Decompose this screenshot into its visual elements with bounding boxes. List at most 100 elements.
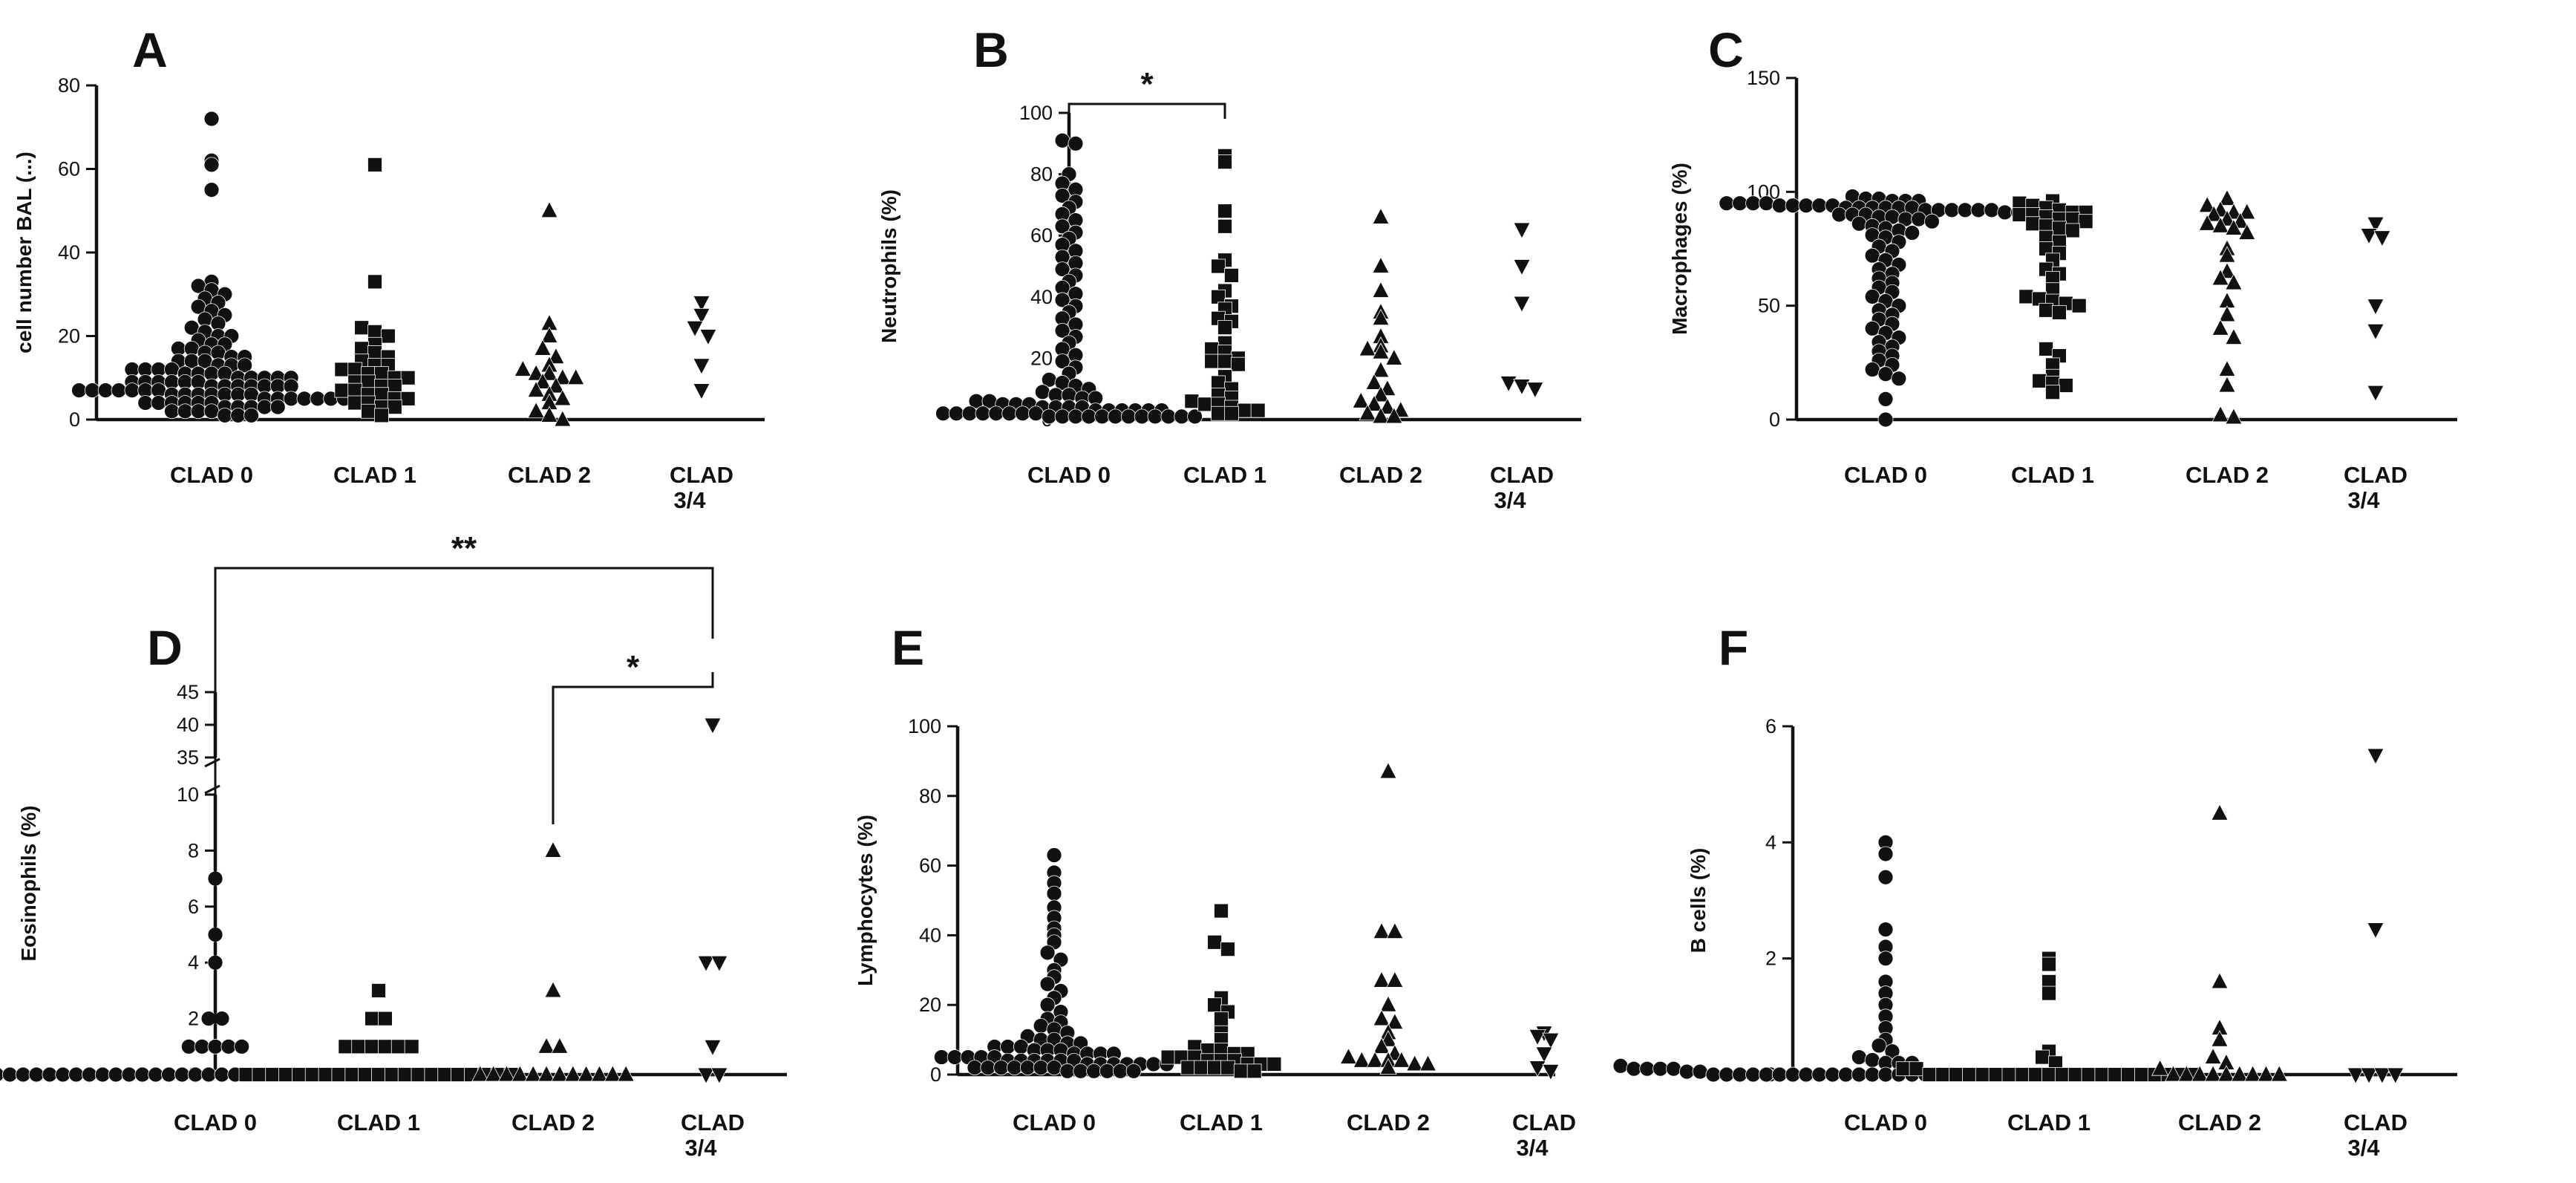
data-point <box>1639 1060 1655 1077</box>
data-point <box>1217 320 1232 336</box>
data-point <box>390 1039 406 1055</box>
data-point <box>1039 976 1056 992</box>
series-clad-0 <box>933 847 1175 1079</box>
data-point <box>1054 218 1070 235</box>
y-tick-label: 40 <box>58 241 80 264</box>
data-point <box>234 1038 250 1055</box>
data-point <box>1924 213 1940 229</box>
data-point <box>194 1038 210 1055</box>
data-point <box>2211 405 2229 423</box>
data-point <box>1353 1051 1370 1068</box>
data-point <box>161 1066 177 1083</box>
data-point <box>151 395 167 411</box>
data-point <box>1612 1057 1629 1074</box>
data-point <box>1653 1060 1668 1077</box>
data-point <box>2052 221 2067 236</box>
significance-bracket <box>1068 102 1226 119</box>
y-axis-label: Neutrophils (%) <box>877 189 900 343</box>
data-point <box>1372 281 1390 298</box>
data-point <box>384 1067 399 1082</box>
data-point <box>1174 408 1190 425</box>
data-point <box>2218 305 2236 322</box>
data-point <box>1970 202 1987 218</box>
data-point <box>547 347 565 365</box>
data-point <box>1379 1057 1397 1075</box>
y-axis-label: cell number BAL (...) <box>13 151 36 353</box>
series-clad-2 <box>2151 804 2288 1082</box>
data-point <box>1877 922 1894 937</box>
data-point <box>2018 289 2034 304</box>
y-tick-label: 80 <box>919 785 941 807</box>
series-clad-0 <box>71 111 352 423</box>
data-point <box>358 1067 373 1082</box>
data-point <box>237 357 253 374</box>
data-point <box>1086 1063 1102 1079</box>
data-point <box>334 362 350 377</box>
data-point <box>344 1067 360 1082</box>
panel-letter: A <box>132 22 168 77</box>
data-point <box>371 1067 386 1082</box>
data-point <box>404 1039 419 1055</box>
y-axis-label: Eosinophils (%) <box>17 806 40 962</box>
x-tick-label: CLAD 3/4 <box>2344 462 2407 513</box>
series-clad-0 <box>935 132 1203 425</box>
data-point <box>55 1066 71 1083</box>
data-point <box>1054 353 1070 369</box>
data-point <box>2012 207 2027 222</box>
data-point <box>1230 356 1246 372</box>
data-point <box>148 1066 164 1083</box>
y-tick-label: 20 <box>919 994 941 1016</box>
data-point <box>1204 353 1220 369</box>
data-point <box>2211 216 2229 233</box>
data-point <box>2257 1065 2275 1082</box>
x-tick-label: CLAD 3/4 <box>1512 1109 1576 1161</box>
data-point <box>1678 1063 1695 1080</box>
data-point <box>704 1039 722 1057</box>
data-point <box>1054 188 1070 203</box>
series-clad-3-4 <box>1529 1026 1560 1081</box>
data-point <box>2177 1065 2196 1082</box>
series-clad-1 <box>1895 951 2203 1082</box>
data-point <box>2387 1067 2405 1084</box>
data-point <box>2238 203 2256 220</box>
data-point <box>1250 403 1266 418</box>
data-point <box>1237 403 1252 418</box>
x-tick-label: CLAD 1 <box>337 1109 420 1135</box>
data-point <box>1386 971 1404 988</box>
data-point <box>537 1065 555 1082</box>
series-clad-3-4 <box>697 717 728 1084</box>
data-point <box>2373 230 2391 247</box>
data-point <box>534 339 552 356</box>
data-point <box>400 391 416 406</box>
data-point <box>1147 408 1163 425</box>
data-point <box>551 1065 569 1082</box>
data-point <box>1891 371 1907 387</box>
data-point <box>256 399 272 415</box>
data-point <box>97 382 114 399</box>
data-point <box>1719 195 1735 212</box>
data-point <box>948 405 964 422</box>
data-point <box>2041 985 2056 1001</box>
data-point <box>1068 135 1084 151</box>
data-point <box>1393 1051 1410 1068</box>
data-point <box>547 377 565 394</box>
data-point <box>1220 1060 1235 1075</box>
data-point <box>1372 361 1390 378</box>
data-point <box>278 1067 293 1082</box>
series-clad-2 <box>471 841 635 1082</box>
data-point <box>1184 394 1200 409</box>
data-point <box>1217 154 1232 169</box>
data-point <box>1771 198 1788 214</box>
data-point <box>947 1049 963 1065</box>
series-clad-2 <box>2198 189 2256 425</box>
data-point <box>1851 1049 1867 1065</box>
data-point <box>291 1067 307 1082</box>
y-tick-label: 40 <box>919 924 941 946</box>
data-point <box>371 983 386 998</box>
data-point <box>411 1067 426 1082</box>
data-point <box>243 407 259 423</box>
data-point <box>534 372 552 389</box>
data-point <box>1 1066 18 1083</box>
data-point <box>1513 379 1531 396</box>
